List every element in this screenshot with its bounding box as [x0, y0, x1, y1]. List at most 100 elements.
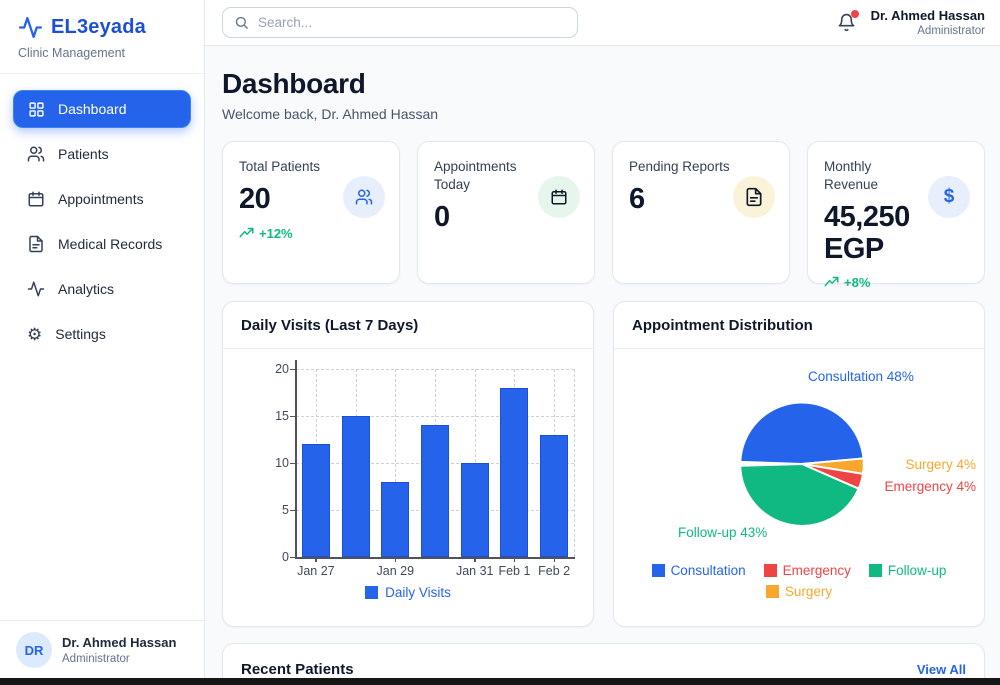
- legend-label: Consultation: [670, 563, 746, 578]
- stat-label: Pending Reports: [629, 159, 730, 174]
- view-all-link[interactable]: View All: [916, 662, 966, 677]
- y-axis-tick-label: 10: [275, 456, 289, 470]
- page-subtitle: Welcome back, Dr. Ahmed Hassan: [222, 106, 439, 122]
- stat-value: 20: [239, 183, 271, 216]
- bar-chart-title: Daily Visits (Last 7 Days): [223, 302, 593, 349]
- topbar-user[interactable]: Dr. Ahmed Hassan Administrator: [871, 8, 985, 37]
- topbar: Dr. Ahmed Hassan Administrator: [205, 0, 1000, 46]
- notifications-bell-icon[interactable]: [837, 10, 859, 32]
- recent-patients-title: Recent Patients: [241, 661, 354, 678]
- x-axis-tick: [394, 557, 397, 562]
- pie-legend-row: Surgery: [614, 584, 984, 599]
- main-content: Dashboard Welcome back, Dr. Ahmed Hassan…: [205, 46, 1000, 685]
- x-axis-tick-label: Jan 29: [376, 564, 415, 578]
- pie-label-consultation: Consultation 48%: [808, 369, 914, 384]
- y-axis-tick-label: 5: [282, 503, 289, 517]
- pie-legend-row: Consultation Emergency Follow-up: [614, 563, 984, 578]
- legend-label: Surgery: [784, 584, 833, 599]
- pie-legend-item-follow-up[interactable]: Follow-up: [868, 563, 946, 578]
- pulse-logo-icon: [18, 15, 43, 40]
- stat-label: Appointments Today: [434, 159, 517, 193]
- x-axis-tick: [474, 557, 476, 562]
- settings-gear-icon: ⚙: [27, 324, 43, 344]
- logo-area: EL3eyada Clinic Management: [0, 0, 204, 74]
- window-bottom-edge: [0, 678, 1000, 685]
- legend-swatch: [765, 585, 779, 598]
- y-axis-tick: [290, 462, 296, 464]
- x-axis-tick-label: Jan 27: [297, 564, 335, 578]
- medical-records-icon: [27, 235, 45, 253]
- trend-up-icon: [239, 226, 254, 241]
- y-axis-tick: [290, 368, 296, 370]
- x-axis: [295, 557, 575, 559]
- stat-card-total-patients: Total Patients 20 +12%: [222, 141, 400, 284]
- pie-graphic: [739, 401, 865, 527]
- sidebar-item-analytics[interactable]: Analytics: [13, 270, 191, 308]
- sidebar-item-medical-records[interactable]: Medical Records: [13, 225, 191, 263]
- search-icon: [234, 15, 249, 30]
- sidebar-item-settings[interactable]: ⚙ Settings: [13, 315, 191, 353]
- pie-legend-item-consultation[interactable]: Consultation: [651, 563, 746, 578]
- stat-value: 6: [629, 183, 645, 216]
- pie-label-emergency: Emergency 4%: [884, 479, 976, 494]
- stat-card-pending-reports: Pending Reports 6: [612, 141, 790, 284]
- sidebar-user-name: Dr. Ahmed Hassan: [62, 635, 177, 650]
- y-axis-tick: [290, 509, 296, 511]
- topbar-user-role: Administrator: [917, 25, 985, 37]
- stat-card-appointments-today: Appointments Today 0: [417, 141, 595, 284]
- legend-swatch: [868, 564, 882, 577]
- sidebar: EL3eyada Clinic Management Dashboard Pati…: [0, 0, 205, 685]
- report-icon: [733, 176, 775, 218]
- legend-swatch: [651, 564, 665, 577]
- sidebar-item-patients[interactable]: Patients: [13, 135, 191, 173]
- trend-up-icon: [824, 275, 839, 290]
- pie-chart-title: Appointment Distribution: [614, 302, 984, 349]
- sidebar-item-dashboard[interactable]: Dashboard: [13, 90, 191, 128]
- sidebar-item-label: Dashboard: [58, 101, 127, 117]
- patients-icon: [343, 176, 385, 218]
- y-axis-tick-label: 0: [282, 550, 289, 564]
- gridline: [296, 416, 574, 417]
- sidebar-item-label: Appointments: [58, 191, 144, 207]
- stat-value: 0: [434, 201, 450, 234]
- y-axis-tick: [290, 415, 296, 417]
- bar-jan-30: [421, 425, 449, 557]
- gridline: [574, 369, 575, 557]
- dashboard-grid-icon: [28, 101, 45, 118]
- avatar: DR: [16, 632, 52, 668]
- bar-jan-29: [381, 481, 410, 557]
- x-axis-tick-label: Jan 31: [455, 564, 494, 578]
- y-axis-tick-label: 20: [275, 362, 289, 376]
- sidebar-item-label: Patients: [58, 146, 109, 162]
- y-axis: [295, 360, 297, 558]
- stat-value: 45,250 EGP: [824, 201, 910, 265]
- gridline: [296, 369, 574, 370]
- charts-grid: Daily Visits (Last 7 Days) 0 5 10 15 20 Jan 2…: [222, 301, 985, 627]
- stat-label: Total Patients: [239, 159, 321, 174]
- brand-tagline: Clinic Management: [18, 46, 125, 60]
- calendar-icon: [27, 190, 45, 208]
- pie-legend-item-emergency[interactable]: Emergency: [763, 563, 851, 578]
- sidebar-item-appointments[interactable]: Appointments: [13, 180, 191, 218]
- pie-chart: Consultation 48% Surgery 4% Emergency 4% Fo…: [614, 349, 984, 626]
- x-axis-tick-label: Feb 1: [498, 564, 531, 578]
- pie-slice-follow-up: [739, 463, 860, 527]
- patients-icon: [27, 145, 45, 163]
- x-axis-tick: [553, 557, 556, 562]
- sidebar-user-card[interactable]: DR Dr. Ahmed Hassan Administrator: [0, 620, 204, 678]
- search-input[interactable]: [258, 15, 566, 30]
- sidebar-item-label: Analytics: [58, 281, 115, 297]
- sidebar-item-label: Medical Records: [58, 236, 163, 252]
- stat-card-monthly-revenue: Monthly Revenue 45,250 EGP +8% $: [807, 141, 985, 290]
- brand-name: EL3eyada: [51, 16, 146, 38]
- bar-legend-item[interactable]: Daily Visits: [223, 585, 593, 600]
- legend-swatch: [763, 564, 777, 577]
- topbar-user-name: Dr. Ahmed Hassan: [870, 8, 985, 23]
- analytics-pulse-icon: [27, 280, 45, 298]
- pie-legend-item-surgery[interactable]: Surgery: [765, 584, 833, 599]
- legend-label: Daily Visits: [385, 585, 451, 600]
- bar-feb-2: [540, 434, 569, 557]
- search-box[interactable]: [222, 7, 578, 38]
- bar-jan-31: [460, 463, 489, 557]
